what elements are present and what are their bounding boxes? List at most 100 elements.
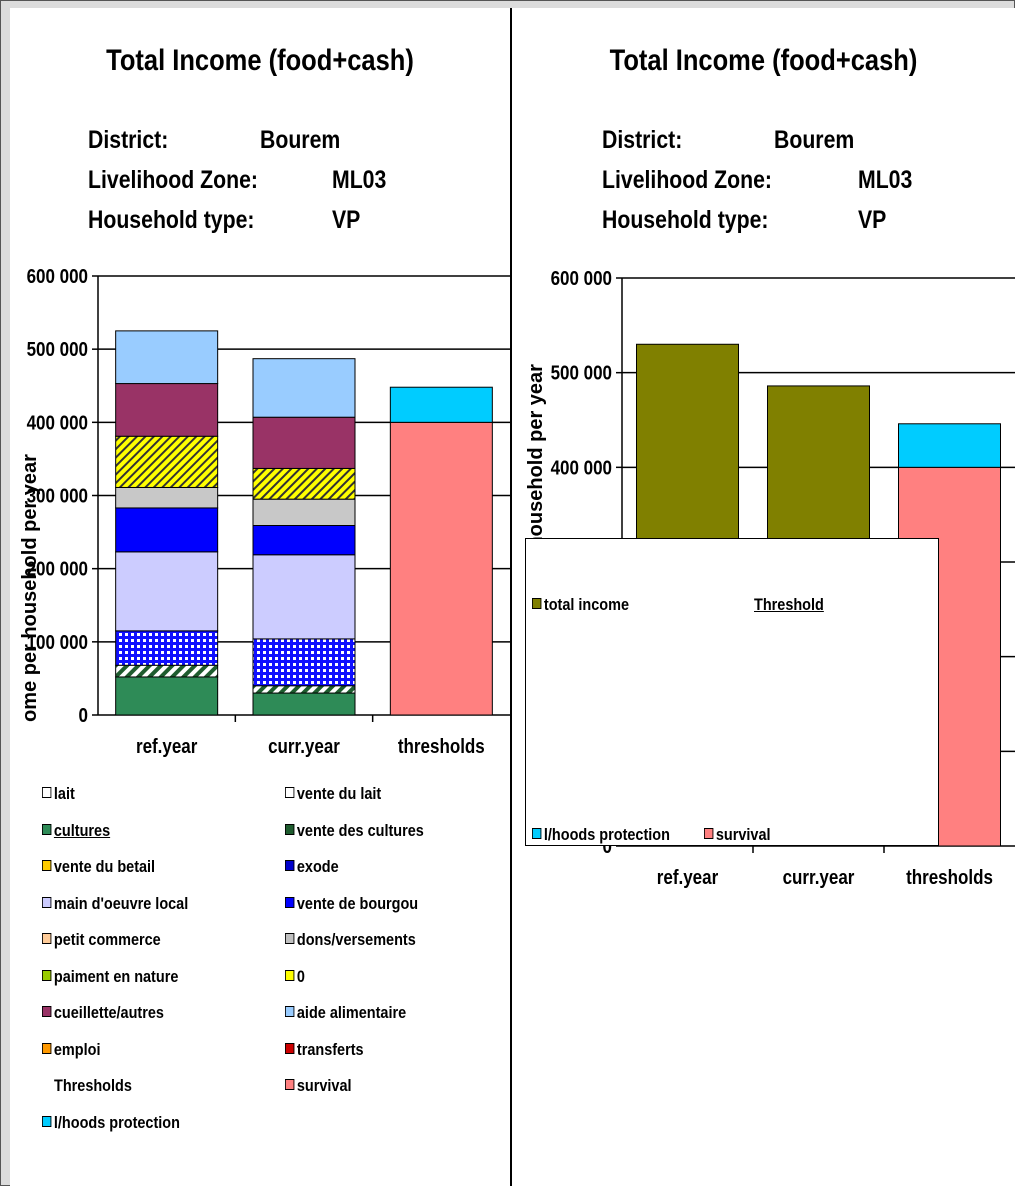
legend-label: survival — [296, 1076, 352, 1095]
legend-label: vente des cultures — [296, 820, 424, 840]
household-type-label: Household type: — [88, 206, 255, 233]
bar-segment — [115, 664, 219, 678]
legend-item: vente des cultures — [285, 821, 424, 841]
left-chart-panel: Total Income (food+cash) District: Boure… — [10, 8, 512, 1186]
legend-item: main d'oeuvre local — [42, 894, 188, 914]
legend-item: cueillette/autres — [42, 1003, 164, 1023]
legend-swatch — [285, 1006, 295, 1017]
legend-label: aide alimentaire — [296, 1003, 407, 1022]
bar-segment — [115, 435, 219, 488]
legend-item: survival — [285, 1076, 352, 1096]
chart-title: Total Income (food+cash) — [106, 44, 414, 77]
bar-segment — [115, 630, 219, 666]
bar-segment — [115, 330, 219, 385]
legend-item: petit commerce — [42, 930, 161, 950]
legend-item: vente du lait — [285, 784, 381, 804]
legend-swatch — [42, 1042, 52, 1054]
livelihood-zone-label: Livelihood Zone: — [602, 166, 772, 194]
livelihood-zone-value: ML03 — [332, 166, 387, 194]
legend-item: vente du betail — [42, 857, 155, 877]
legend-label: vente du betail — [53, 857, 156, 876]
legend-item: l/hoods protection — [42, 1113, 180, 1133]
legend-label: cultures — [53, 820, 111, 840]
bar-segment — [252, 416, 356, 469]
legend-label: survival — [715, 825, 771, 844]
legend-label: total income — [543, 595, 630, 614]
bar-segment — [115, 486, 219, 509]
legend-swatch — [285, 860, 295, 871]
livelihood-zone-label: Livelihood Zone: — [88, 166, 258, 194]
bar-segment — [898, 423, 1001, 468]
household-type-value: VP — [332, 206, 361, 233]
legend-swatch — [532, 828, 542, 839]
y-tick-label: 500 000 — [551, 361, 612, 384]
y-tick-label: 100 000 — [27, 631, 88, 654]
legend-item: paiment en nature — [42, 967, 178, 987]
legend-item: 0 — [285, 967, 305, 987]
legend-label: main d'oeuvre local — [53, 893, 189, 913]
legend-item: survival — [704, 825, 771, 845]
legend-label: paiment en nature — [53, 966, 179, 986]
legend-label: vente de bourgou — [296, 893, 419, 913]
legend-swatch — [42, 787, 52, 798]
legend-item: vente de bourgou — [285, 894, 418, 914]
chart-title: Total Income (food+cash) — [609, 44, 918, 77]
x-tick-label: ref.year — [657, 866, 718, 889]
bar-segment — [252, 524, 356, 556]
y-tick-label: 600 000 — [27, 265, 88, 288]
legend-label: cueillette/autres — [53, 1003, 164, 1022]
bar-segment — [115, 551, 219, 632]
legend-swatch — [42, 969, 52, 981]
bar-segment — [252, 685, 356, 694]
legend-swatch — [532, 598, 542, 609]
legend-item: exode — [285, 857, 339, 877]
bar-segment — [252, 638, 356, 687]
bar-segment — [252, 358, 356, 418]
legend-label: 0 — [296, 966, 305, 986]
legend-item: l/hoods protection — [532, 825, 670, 845]
legend-label: emploi — [53, 1039, 101, 1059]
legend-swatch — [42, 933, 52, 944]
legend-swatch — [42, 1115, 52, 1127]
legend-swatch — [285, 787, 295, 798]
right-chart-panel: Total Income (food+cash) District: Boure… — [512, 8, 1015, 1186]
district-value: Bourem — [260, 126, 341, 154]
bar-segment — [389, 421, 493, 716]
y-tick-label: 400 000 — [27, 411, 88, 434]
bar-segment — [252, 498, 356, 526]
legend-label: Threshold — [754, 595, 824, 614]
bar-segment — [252, 554, 356, 640]
bar-segment — [252, 692, 356, 716]
bar-segment — [115, 507, 219, 553]
x-tick-label: thresholds — [398, 735, 485, 758]
bar-segment — [252, 467, 356, 500]
legend-label: vente du lait — [296, 784, 382, 803]
y-tick-label: 0 — [79, 704, 88, 727]
legend-swatch — [285, 933, 295, 944]
legend-label: l/hoods protection — [53, 1112, 180, 1132]
y-tick-label: 400 000 — [551, 456, 612, 479]
legend-swatch — [42, 823, 52, 835]
y-axis-label: ome per household per year — [19, 454, 41, 722]
district-label: District: — [88, 126, 169, 154]
legend-item: Threshold — [754, 595, 824, 615]
x-tick-label: ref.year — [136, 735, 197, 758]
legend-swatch — [42, 860, 52, 871]
legend-label: transferts — [296, 1039, 364, 1059]
legend-item: aide alimentaire — [285, 1003, 406, 1023]
legend-item: lait — [42, 784, 75, 804]
household-type-label: Household type: — [602, 206, 769, 233]
legend-label: Thresholds — [54, 1076, 132, 1095]
legend-item: dons/versements — [285, 930, 416, 950]
left-bar-chart: ome per household per year 600 000 500 00… — [19, 265, 510, 758]
legend-item: emploi — [42, 1040, 100, 1060]
x-tick-label: curr.year — [783, 866, 855, 889]
legend-swatch — [42, 896, 52, 908]
legend-item: transferts — [285, 1040, 364, 1060]
household-type-value: VP — [858, 206, 887, 233]
y-tick-label: 500 000 — [27, 338, 88, 361]
livelihood-zone-value: ML03 — [858, 166, 913, 194]
district-label: District: — [602, 126, 683, 154]
legend-swatch — [704, 828, 714, 839]
x-tick-label: thresholds — [906, 866, 993, 889]
